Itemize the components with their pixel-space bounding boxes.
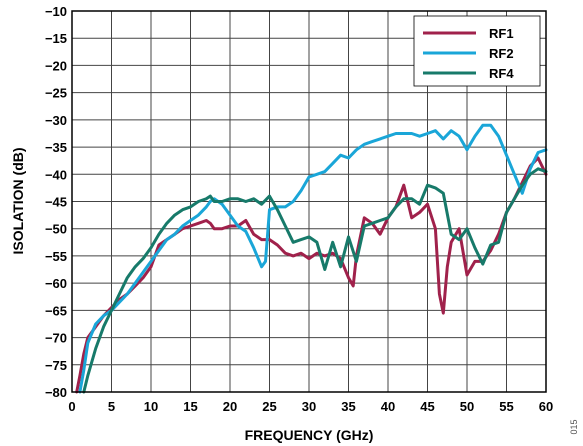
x-tick-label: 10 — [144, 399, 158, 414]
legend-label-rf4: RF4 — [489, 66, 514, 81]
y-tick-label: −65 — [45, 303, 67, 318]
x-tick-label: 15 — [183, 399, 197, 414]
legend-label-rf1: RF1 — [489, 26, 514, 41]
x-tick-label: 25 — [262, 399, 276, 414]
x-tick-label: 60 — [539, 399, 553, 414]
x-tick-label: 20 — [223, 399, 237, 414]
y-tick-label: −30 — [45, 113, 67, 128]
x-tick-label: 45 — [420, 399, 434, 414]
x-tick-label: 5 — [108, 399, 115, 414]
x-tick-label: 55 — [499, 399, 513, 414]
x-tick-label: 35 — [341, 399, 355, 414]
series-group — [75, 123, 548, 394]
y-tick-label: −40 — [45, 167, 67, 182]
y-tick-label: −20 — [45, 58, 67, 73]
y-tick-label: −75 — [45, 358, 67, 373]
grid-lines — [71, 10, 547, 393]
x-tick-label: 30 — [302, 399, 316, 414]
y-axis-title: ISOLATION (dB) — [10, 147, 26, 254]
x-tick-label: 40 — [381, 399, 395, 414]
legend-box — [413, 15, 541, 87]
y-tick-label: −70 — [45, 331, 67, 346]
series-line-rf2 — [78, 123, 548, 394]
y-tick-label: −50 — [45, 222, 67, 237]
x-tick-label: 50 — [460, 399, 474, 414]
y-tick-label: −55 — [45, 249, 67, 264]
y-tick-label: −15 — [45, 31, 67, 46]
figure-id: 015 — [569, 419, 579, 434]
y-tick-label: −35 — [45, 140, 67, 155]
legend-label-rf2: RF2 — [489, 46, 514, 61]
y-tick-label: −80 — [45, 385, 67, 400]
x-tick-label: 0 — [68, 399, 75, 414]
x-axis-title: FREQUENCY (GHz) — [245, 427, 374, 443]
y-tick-label: −60 — [45, 276, 67, 291]
tick-labels: 0 5 10 15 20 25 30 35 40 45 50 55 60 −10 −15 −20 −25 −30 −… — [45, 4, 553, 414]
y-tick-label: −10 — [45, 4, 67, 19]
series-line-rf4 — [82, 167, 548, 394]
legend: RF1 RF2 RF4 — [413, 15, 541, 87]
y-tick-label: −25 — [45, 86, 67, 101]
plot-frame — [71, 10, 547, 393]
y-tick-label: −45 — [45, 195, 67, 210]
